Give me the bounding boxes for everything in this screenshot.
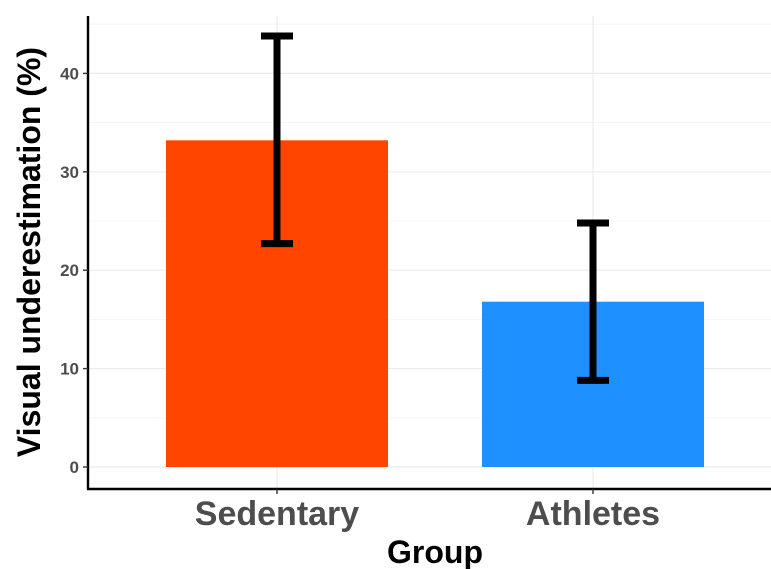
error-bar-sedentary	[261, 32, 293, 248]
x-tick-label-athletes: Athletes	[526, 495, 660, 533]
y-axis-ticks: 0 10 20 30 40	[60, 64, 88, 477]
x-axis-title: Group	[387, 534, 483, 569]
y-tick-label: 30	[60, 163, 79, 182]
y-tick-label: 10	[60, 360, 79, 379]
y-tick-label: 0	[70, 458, 79, 477]
error-bar-athletes	[577, 219, 609, 384]
x-axis-ticks: Sedentary Athletes	[195, 489, 660, 533]
axes	[86, 16, 771, 491]
x-tick-label-sedentary: Sedentary	[195, 495, 359, 533]
y-axis-title: Visual underestimation (%)	[11, 47, 47, 457]
y-tick-label: 20	[60, 261, 79, 280]
error-bars-layer	[261, 32, 609, 384]
y-tick-label: 40	[60, 64, 79, 83]
